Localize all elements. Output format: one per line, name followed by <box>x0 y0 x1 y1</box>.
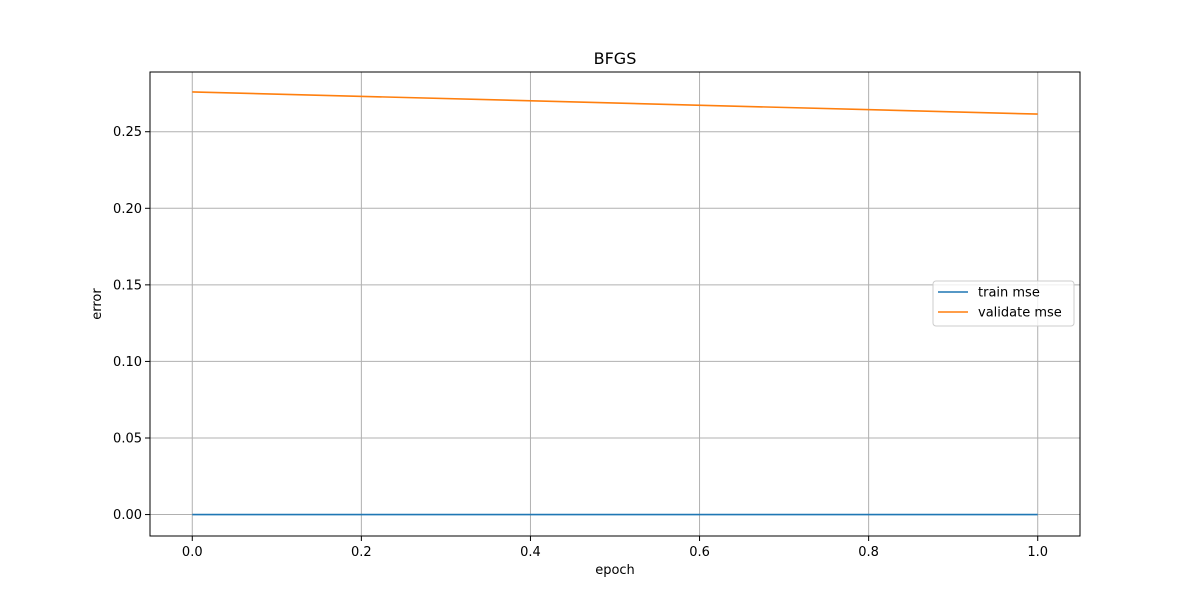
x-tick-label: 0.6 <box>689 545 710 560</box>
legend-box <box>932 280 1075 327</box>
x-tick-label: 1.0 <box>1027 545 1048 560</box>
y-tick-label: 0.15 <box>113 278 142 293</box>
legend-label: train mse <box>978 286 1040 301</box>
x-tick-label: 0.0 <box>182 545 203 560</box>
x-axis-label: epoch <box>595 563 635 578</box>
y-tick-label: 0.20 <box>113 202 142 217</box>
axis-ticks: 0.0 0.2 0.4 0.6 0.8 1.0 0.00 0.05 0.10 0.15 0.20 0.… <box>113 125 1048 560</box>
series-line-validate-mse <box>192 91 1038 115</box>
x-tick-label: 0.8 <box>858 545 879 560</box>
y-tick-label: 0.25 <box>113 125 142 140</box>
x-tick-label: 0.4 <box>520 545 541 560</box>
y-tick-label: 0.00 <box>113 508 142 523</box>
x-tick-label: 0.2 <box>351 545 372 560</box>
chart-title: BFGS <box>594 49 637 68</box>
y-axis-label: error <box>90 288 105 320</box>
legend: train mse validate mse <box>932 280 1075 327</box>
y-tick-label: 0.10 <box>113 355 142 370</box>
y-tick-label: 0.05 <box>113 431 142 446</box>
plot-lines <box>192 91 1038 516</box>
plot-frame <box>149 71 1081 537</box>
legend-label: validate mse <box>978 306 1062 321</box>
